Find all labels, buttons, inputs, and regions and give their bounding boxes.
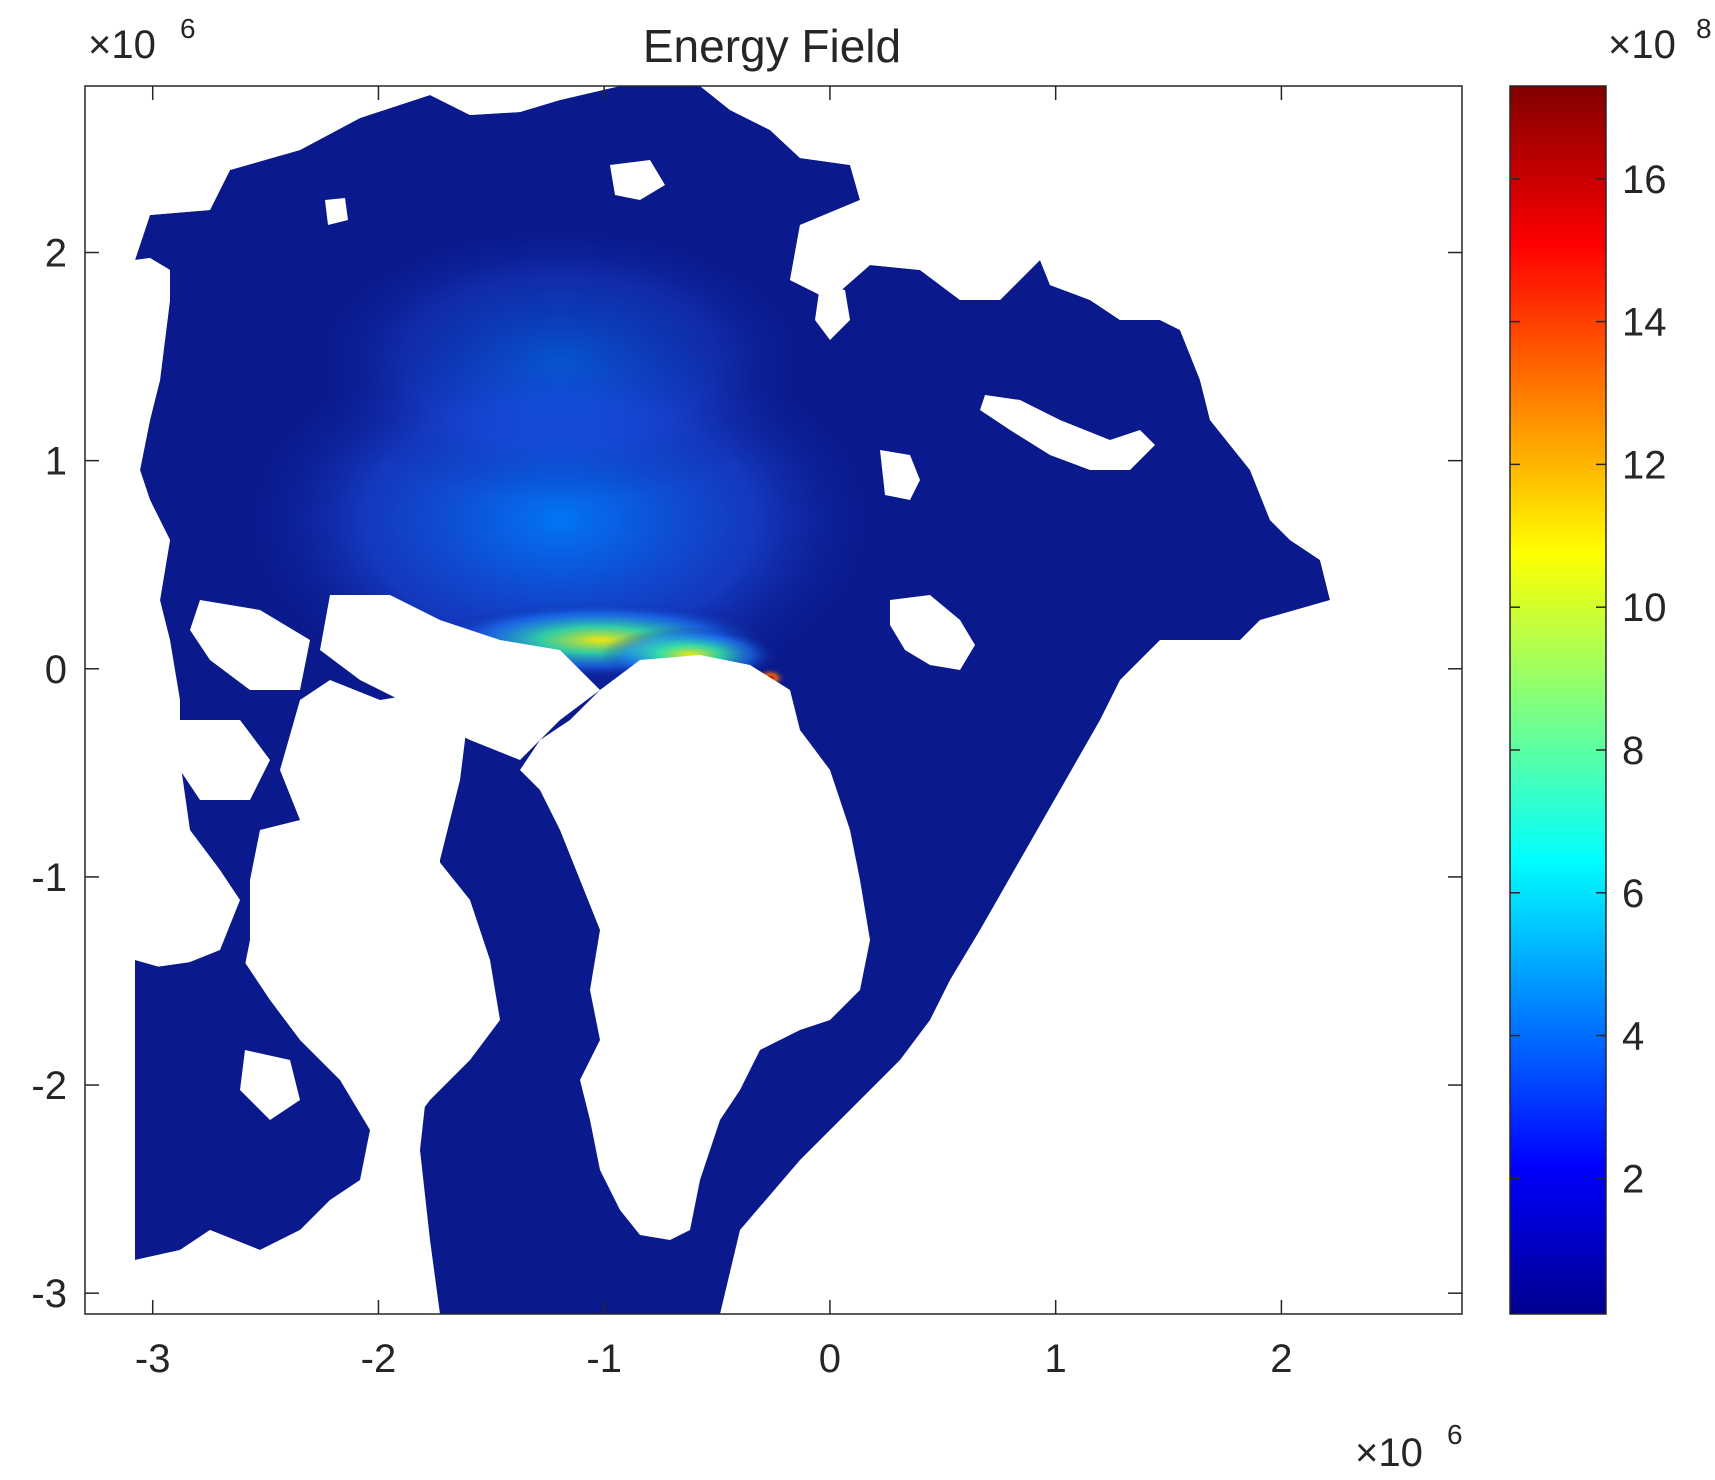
land-greenland — [520, 655, 870, 1240]
colorbar-tick-label: 6 — [1622, 872, 1644, 916]
x-tick-label: -1 — [586, 1337, 622, 1381]
y-tick-label: 0 — [45, 648, 67, 692]
y-exponent-power: 6 — [180, 13, 196, 44]
y-axis-exponent: ×10 6 — [88, 13, 196, 67]
land-hudson-islands — [240, 1050, 300, 1120]
land-new-siberian — [610, 160, 665, 200]
y-tick-label: -3 — [31, 1272, 67, 1316]
land-ellesmere — [320, 595, 600, 760]
y-exponent-base: ×10 — [88, 23, 156, 67]
plot-area — [85, 86, 1462, 1314]
x-tick-label: 0 — [819, 1337, 841, 1381]
x-tick-label: 2 — [1270, 1337, 1292, 1381]
chart-title: Energy Field — [643, 20, 901, 72]
colorbar-gradient-bar — [1509, 85, 1607, 1315]
x-exponent-base: ×10 — [1355, 1431, 1423, 1475]
energy-glow-north — [300, 220, 820, 500]
colorbar-exponent-base: ×10 — [1608, 23, 1676, 67]
land-victoria — [190, 600, 310, 690]
colorbar-tick-label: 4 — [1622, 1015, 1644, 1059]
land-franz-josef — [880, 450, 920, 500]
colorbar-ticks: 2 4 6 8 10 12 14 16 — [1510, 158, 1667, 1201]
land-mainland-canada — [85, 600, 220, 960]
land-north-west — [85, 86, 620, 600]
land-south-west — [85, 960, 135, 1314]
y-tick-label: -2 — [31, 1064, 67, 1108]
y-tick-label: 1 — [45, 440, 67, 484]
y-axis: -3 -2 -1 0 1 2 — [31, 232, 1462, 1316]
colorbar: 2 4 6 8 10 12 14 16 ×10 8 — [1509, 13, 1712, 1315]
land-labrador — [135, 1210, 430, 1314]
colorbar-tick-label: 12 — [1622, 443, 1667, 487]
colorbar-tick-label: 2 — [1622, 1157, 1644, 1201]
land-severnaya — [815, 285, 850, 340]
land-north-east — [700, 86, 1462, 600]
plot-frame — [84, 85, 1463, 1315]
land-baffin — [300, 820, 500, 1140]
y-tick-label: 2 — [45, 232, 67, 276]
land-east-open — [720, 600, 1462, 1314]
x-exponent-power: 6 — [1447, 1419, 1463, 1450]
land-wrangel — [325, 198, 348, 225]
colorbar-tick-label: 14 — [1622, 301, 1667, 345]
colorbar-tick-label: 8 — [1622, 729, 1644, 773]
colorbar-exponent-power: 8 — [1696, 13, 1712, 44]
colorbar-tick-label: 10 — [1622, 586, 1667, 630]
colorbar-tick-label: 16 — [1622, 158, 1667, 202]
land-svalbard — [890, 595, 975, 670]
x-axis: -3 -2 -1 0 1 2 — [135, 86, 1293, 1381]
x-tick-label: 1 — [1045, 1337, 1067, 1381]
y-tick-label: -1 — [31, 856, 67, 900]
x-axis-exponent: ×10 6 — [1355, 1419, 1463, 1475]
land-novaya-zemlya — [980, 395, 1155, 470]
land-banks — [180, 720, 270, 800]
x-tick-label: -2 — [361, 1337, 397, 1381]
ocean-field-hudson — [135, 955, 370, 1260]
x-tick-label: -3 — [135, 1337, 171, 1381]
